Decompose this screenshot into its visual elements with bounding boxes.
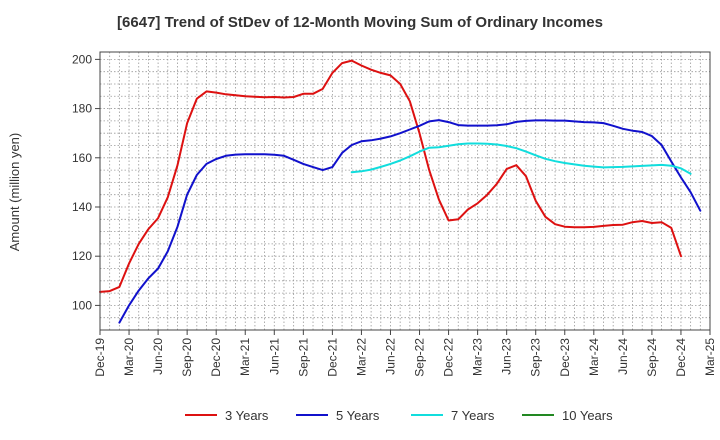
series-line-3-years bbox=[99, 59, 682, 293]
x-tick-label: Mar-20 bbox=[122, 338, 136, 376]
x-tick-label: Dec-20 bbox=[209, 338, 223, 377]
x-tick-label: Mar-25 bbox=[703, 338, 717, 376]
y-tick-label: 200 bbox=[72, 52, 92, 66]
series-lines bbox=[99, 59, 702, 324]
x-tick-label: Mar-23 bbox=[471, 338, 485, 376]
legend-label: 10 Years bbox=[562, 408, 613, 423]
y-axis-title: Amount (million yen) bbox=[7, 133, 22, 252]
axes: 100 120 140 160 180 200 Dec-19 Mar-20 Jun-20 Sep-… bbox=[72, 51, 717, 377]
y-tick-label: 100 bbox=[72, 298, 92, 312]
x-tick-label: Jun-22 bbox=[383, 338, 397, 375]
y-tick-label: 180 bbox=[72, 102, 92, 116]
x-tick-label: Sep-20 bbox=[180, 338, 194, 377]
x-tick-label: Dec-19 bbox=[93, 338, 107, 377]
legend-label: 7 Years bbox=[451, 408, 495, 423]
x-tick-label: Mar-22 bbox=[354, 338, 368, 376]
x-tick-label: Jun-21 bbox=[267, 338, 281, 375]
x-tick-label: Jun-24 bbox=[616, 338, 630, 375]
x-tick-label: Mar-24 bbox=[587, 338, 601, 376]
y-tick-label: 160 bbox=[72, 151, 92, 165]
x-tick-label: Jun-20 bbox=[151, 338, 165, 375]
x-tick-label: Dec-21 bbox=[325, 338, 339, 377]
y-tick-label: 120 bbox=[72, 249, 92, 263]
legend-label: 3 Years bbox=[225, 408, 269, 423]
plot-background bbox=[100, 52, 710, 330]
x-tick-label: Sep-22 bbox=[413, 338, 427, 377]
chart-title: [6647] Trend of StDev of 12-Month Moving… bbox=[117, 14, 603, 31]
plot-frame bbox=[99, 51, 711, 331]
x-tick-label: Jun-23 bbox=[500, 338, 514, 375]
x-tick-label: Sep-21 bbox=[296, 338, 310, 377]
x-tick-label: Dec-24 bbox=[674, 338, 688, 377]
series-line-5-years bbox=[118, 119, 702, 324]
legend-label: 5 Years bbox=[336, 408, 380, 423]
x-tick-label: Dec-22 bbox=[442, 338, 456, 377]
plot-area bbox=[100, 52, 710, 330]
x-tick-label: Mar-21 bbox=[238, 338, 252, 376]
x-tick-label: Sep-24 bbox=[645, 338, 659, 377]
legend: 3 Years 5 Years 7 Years 10 Years bbox=[185, 408, 613, 423]
series-line-7-years bbox=[350, 142, 692, 175]
x-tick-label: Dec-23 bbox=[558, 338, 572, 377]
y-tick-label: 140 bbox=[72, 200, 92, 214]
x-tick-label: Sep-23 bbox=[529, 338, 543, 377]
